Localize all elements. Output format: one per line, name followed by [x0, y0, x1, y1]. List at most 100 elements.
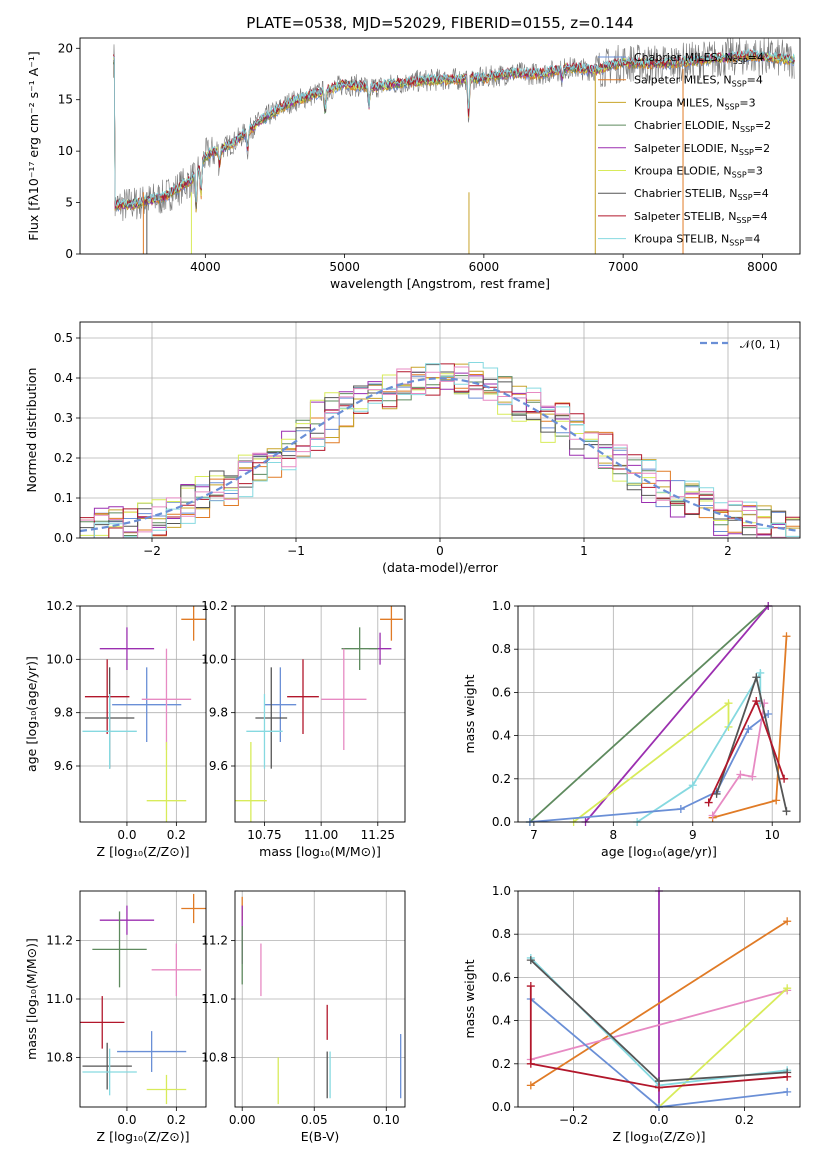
x-tick-label: 2 [724, 544, 732, 558]
mass-weight-line [529, 606, 769, 822]
plus-marker [782, 807, 791, 816]
legend-subscript: SSP [740, 125, 755, 134]
mass-weight-line [584, 606, 769, 822]
panel-1 [76, 47, 763, 258]
y-tick-label: 0.2 [492, 1057, 511, 1071]
mass-weight-line [573, 701, 730, 822]
panel-2 [76, 322, 800, 542]
residual-histogram [80, 366, 800, 538]
y-tick-label: 9.6 [54, 759, 73, 773]
x-axis-label: (data-model)/error [382, 560, 499, 575]
panel-6 [76, 891, 206, 1111]
plus-marker [655, 1083, 663, 1092]
y-tick-label: 0.4 [492, 729, 511, 743]
mass-weight-line [712, 636, 788, 819]
y-tick-label: 0.0 [492, 1100, 511, 1114]
y-axis-label: Normed distribution [24, 368, 39, 493]
y-tick-label: 5 [65, 196, 73, 210]
mass-weight-line [529, 986, 788, 1089]
y-tick-label: 0.1 [54, 491, 73, 505]
x-tick-label: 0.00 [229, 1113, 256, 1127]
plus-marker [676, 805, 685, 814]
gaussian-curve [80, 377, 800, 533]
y-axis-label: mass weight [462, 674, 477, 753]
x-axis-label: Z [log₁₀(Z/Z⊙)] [613, 1129, 706, 1144]
model-spectrum-line [113, 48, 795, 208]
x-tick-label: 0.0 [117, 1113, 136, 1127]
mass-weight-line [530, 920, 788, 1087]
y-tick-label: 1.0 [492, 599, 511, 613]
y-tick-label: 11.0 [201, 992, 228, 1006]
y-tick-label: 10.8 [201, 1050, 228, 1064]
legend-subscript: SSP [732, 171, 747, 180]
legend-text: Kroupa MILES, N [634, 96, 724, 109]
y-tick-label: 0.2 [492, 772, 511, 786]
model-spectrum-line [113, 49, 795, 209]
x-tick-label: 8 [610, 828, 618, 842]
plus-marker [782, 632, 791, 641]
x-tick-label: 5000 [329, 260, 360, 274]
plus-marker [526, 956, 535, 965]
legend-suffix: =4 [744, 233, 760, 246]
legend-suffix: =2 [755, 119, 771, 132]
plus-marker [752, 673, 761, 682]
y-tick-label: 9.8 [54, 706, 73, 720]
axes-frame [234, 890, 406, 1108]
x-tick-label: 6000 [469, 260, 500, 274]
legend-subscript: SSP [729, 239, 744, 248]
axes-frame [517, 605, 801, 823]
x-tick-label: 0.05 [301, 1113, 328, 1127]
y-tick-label: 0.4 [54, 371, 73, 385]
y-tick-label: 10.0 [201, 652, 228, 666]
y-axis-label: age [log₁₀(age/yr)] [24, 656, 39, 772]
y-tick-label: 20 [58, 41, 73, 55]
legend-entry: Salpeter STELIB, NSSP=4 [634, 210, 768, 225]
x-tick-label: 0 [436, 544, 444, 558]
y-axis-label: mass [log₁₀(M/M⊙)] [24, 938, 39, 1060]
legend-entry: Chabrier STELIB, NSSP=4 [634, 187, 769, 202]
x-tick-label: −0.2 [559, 1113, 588, 1127]
legend-suffix: =4 [748, 51, 764, 64]
plus-marker [526, 982, 535, 991]
plus-marker [783, 1072, 792, 1081]
x-axis-label: mass [log₁₀(M/M⊙)] [259, 844, 381, 859]
plus-marker [708, 811, 717, 820]
axes-frame [79, 321, 801, 539]
y-tick-label: 0.6 [492, 685, 511, 699]
legend-text: Chabrier STELIB, N [634, 187, 738, 200]
legend-entry: 𝒩(0, 1) [740, 338, 780, 351]
y-axis-label: mass weight [462, 959, 477, 1038]
mass-weight-line [530, 998, 788, 1107]
x-tick-label: 7 [530, 828, 538, 842]
plus-marker [688, 781, 697, 790]
legend-text: Salpeter STELIB, N [634, 210, 736, 223]
panel-3 [76, 605, 206, 826]
x-tick-label: 0.2 [167, 828, 186, 842]
y-tick-label: 0.0 [54, 531, 73, 545]
x-axis-label: Z [log₁₀(Z/Z⊙)] [97, 844, 190, 859]
x-tick-label: −2 [143, 544, 161, 558]
y-tick-label: 0.3 [54, 411, 73, 425]
mass-weight-line [636, 669, 762, 822]
plus-marker [764, 710, 773, 718]
y-tick-label: 10 [58, 144, 73, 158]
plus-marker [772, 796, 781, 805]
mass-weight-line [530, 989, 788, 1061]
x-tick-label: 0.2 [735, 1113, 754, 1127]
legend-subscript: SSP [724, 102, 739, 111]
plus-marker [780, 774, 789, 783]
axes-frame [234, 605, 406, 823]
legend-suffix: =4 [747, 74, 763, 87]
y-tick-label: 11.2 [46, 934, 73, 948]
y-tick-label: 0.8 [492, 642, 511, 656]
legend-suffix: =4 [753, 187, 769, 200]
y-tick-label: 10.2 [201, 599, 228, 613]
x-tick-label: 8000 [747, 260, 778, 274]
plus-marker [704, 798, 713, 807]
x-axis-label: Z [log₁₀(Z/Z⊙)] [97, 1129, 190, 1144]
x-tick-label: −1 [287, 544, 305, 558]
legend-suffix: =2 [754, 142, 770, 155]
axes-frame [79, 37, 801, 255]
x-tick-label: 4000 [190, 260, 221, 274]
